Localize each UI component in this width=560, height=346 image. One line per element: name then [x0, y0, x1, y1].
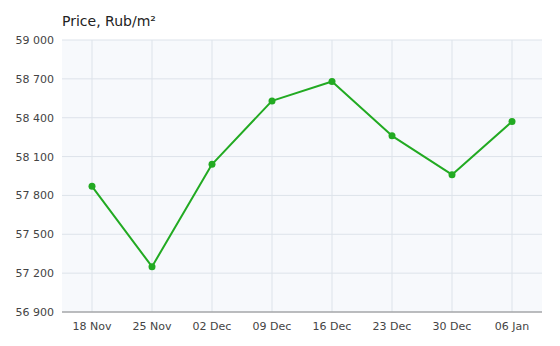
x-grid-line — [392, 40, 393, 312]
x-tick-label: 09 Dec — [253, 320, 292, 333]
y-grid-line — [62, 195, 542, 196]
y-grid-line — [62, 40, 542, 41]
x-tick-label: 25 Nov — [133, 320, 172, 333]
y-tick-label: 57 500 — [16, 228, 55, 241]
y-grid-line — [62, 117, 542, 118]
x-grid-line — [92, 40, 93, 312]
y-tick-label: 56 900 — [16, 306, 55, 319]
plot-background — [62, 40, 542, 312]
marker — [389, 132, 396, 139]
y-tick-label: 58 100 — [16, 151, 55, 164]
x-tick-label: 02 Dec — [193, 320, 232, 333]
y-tick-label: 59 000 — [16, 34, 55, 47]
y-grid-line — [62, 273, 542, 274]
x-grid-line — [272, 40, 273, 312]
x-tick-label: 30 Dec — [433, 320, 472, 333]
line — [92, 81, 512, 266]
y-tick-label: 58 700 — [16, 73, 55, 86]
x-tick-label: 18 Nov — [73, 320, 112, 333]
chart: Price, Rub/m² 56 900 57 200 57 500 57 800 58 … — [0, 0, 560, 346]
marker — [269, 97, 276, 104]
x-grid-line — [512, 40, 513, 312]
y-grid-line — [62, 234, 542, 235]
marker — [509, 118, 516, 125]
marker — [89, 183, 96, 190]
x-grid-line — [212, 40, 213, 312]
x-grid-line — [152, 40, 153, 312]
chart-container: Price, Rub/m² 56 900 57 200 57 500 57 800 58 … — [0, 0, 560, 346]
y-tick-label: 57 200 — [16, 267, 55, 280]
marker — [209, 161, 216, 168]
marker — [149, 263, 156, 270]
y-grid-line — [62, 156, 542, 157]
marker — [449, 171, 456, 178]
x-tick-label: 23 Dec — [373, 320, 412, 333]
x-tick-label: 16 Dec — [313, 320, 352, 333]
axes: 56 900 57 200 57 500 57 800 58 100 58 400 58 7… — [16, 34, 543, 333]
y-grid-line — [62, 312, 542, 313]
x-tick-label: 06 Jan — [495, 320, 529, 333]
x-axis-line — [62, 312, 542, 313]
y-tick-label: 57 800 — [16, 189, 55, 202]
grid — [62, 40, 542, 312]
y-grid-line — [62, 78, 542, 79]
marker — [329, 78, 336, 85]
chart-title: Price, Rub/m² — [62, 13, 156, 29]
y-tick-label: 58 400 — [16, 112, 55, 125]
series — [89, 78, 516, 270]
